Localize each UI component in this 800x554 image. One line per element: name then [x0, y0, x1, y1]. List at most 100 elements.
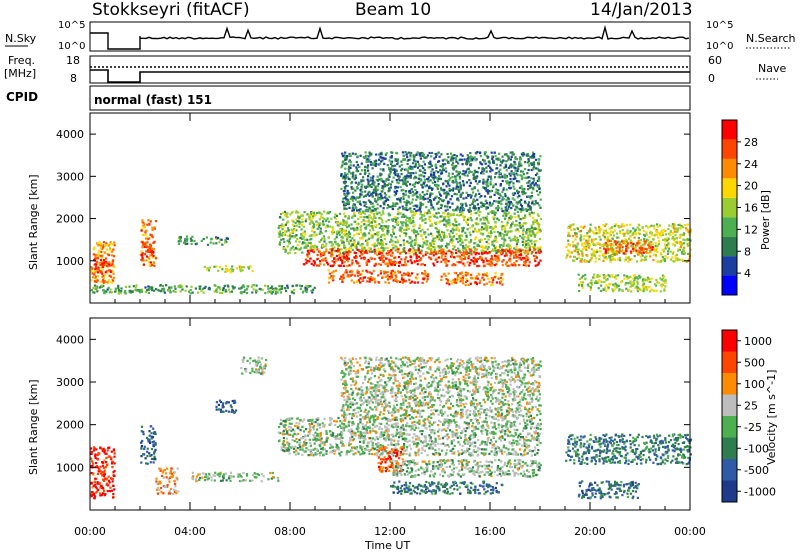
heatmap-cell [405, 227, 408, 230]
heatmap-cell [374, 208, 377, 211]
heatmap-cell [323, 237, 326, 240]
heatmap-cell [422, 160, 425, 163]
heatmap-cell [313, 247, 317, 250]
heatmap-cell [144, 233, 147, 237]
heatmap-cell [512, 254, 516, 257]
heatmap-cell [485, 189, 488, 192]
heatmap-cell [185, 237, 188, 240]
heatmap-cell [498, 158, 501, 161]
heatmap-cell [506, 204, 509, 207]
heatmap-cell [401, 264, 404, 267]
heatmap-cell [471, 225, 474, 228]
heatmap-cell [375, 200, 378, 203]
heatmap-cell [218, 291, 222, 294]
heatmap-cell [352, 191, 355, 194]
heatmap-cell [409, 237, 412, 240]
heatmap-cell [573, 228, 576, 231]
heatmap-cell [673, 244, 676, 247]
heatmap-cell [338, 264, 341, 267]
heatmap-cell [450, 189, 453, 192]
heatmap-cell [356, 232, 359, 235]
heatmap-cell [444, 205, 447, 208]
heatmap-cell [143, 226, 146, 229]
heatmap-cell [429, 194, 432, 197]
heatmap-cell [594, 226, 597, 229]
heatmap-cell [513, 160, 516, 163]
heatmap-cell [323, 210, 326, 213]
heatmap-cell [379, 198, 382, 201]
heatmap-cell [378, 178, 381, 181]
heatmap-cell [447, 272, 450, 275]
heatmap-cell [294, 235, 297, 238]
heatmap-cell [308, 234, 311, 238]
heatmap-cell [677, 249, 680, 252]
heatmap-cell [539, 217, 542, 220]
heatmap-cell [604, 224, 607, 228]
heatmap-cell [532, 165, 536, 168]
heatmap-cell [446, 205, 449, 208]
heatmap-cell [111, 250, 114, 253]
heatmap-cell [392, 168, 395, 171]
heatmap-cell [351, 181, 354, 184]
heatmap-cell [390, 240, 393, 243]
heatmap-cell [296, 237, 299, 240]
heatmap-cell [675, 259, 678, 262]
heatmap-cell [423, 219, 426, 222]
heatmap-cell [525, 154, 528, 158]
heatmap-cell [452, 213, 455, 216]
heatmap-cell [384, 194, 387, 197]
heatmap-cell [415, 230, 419, 233]
heatmap-cell [413, 224, 416, 227]
heatmap-cell [422, 273, 425, 276]
heatmap-cell [378, 252, 381, 255]
heatmap-cell [420, 216, 423, 219]
heatmap-cell [338, 212, 341, 215]
heatmap-cell [405, 264, 408, 267]
heatmap-cell [286, 212, 289, 215]
heatmap-cell [529, 162, 532, 165]
heatmap-cell [415, 255, 418, 258]
heatmap-cell [525, 230, 528, 233]
heatmap-cell [358, 254, 362, 258]
heatmap-cell [482, 261, 485, 264]
heatmap-cell [413, 185, 416, 188]
heatmap-cell [394, 192, 398, 195]
heatmap-cell [284, 223, 287, 226]
heatmap-cell [333, 246, 336, 249]
heatmap-cell [477, 243, 480, 247]
heatmap-cell [451, 154, 454, 157]
heatmap-cell [363, 276, 367, 279]
heatmap-cell [98, 241, 101, 244]
heatmap-cell [461, 212, 464, 215]
heatmap-cell [687, 252, 690, 255]
heatmap-cell [602, 234, 605, 237]
heatmap-cell [532, 217, 535, 220]
heatmap-cell [386, 204, 390, 207]
heatmap-cell [536, 227, 539, 231]
heatmap-cell [107, 279, 110, 282]
heatmap-cell [148, 257, 151, 260]
heatmap-cell [429, 179, 432, 182]
heatmap-cell [645, 238, 649, 241]
heatmap-cell [398, 198, 402, 201]
heatmap-cell [377, 274, 380, 277]
heatmap-cell [394, 271, 397, 274]
heatmap-cell [377, 163, 380, 166]
heatmap-cell [399, 185, 402, 189]
heatmap-cell [439, 187, 442, 190]
heatmap-cell [468, 245, 471, 248]
heatmap-cell [241, 269, 244, 272]
heatmap-cell [511, 153, 514, 156]
heatmap-cell [642, 229, 645, 232]
heatmap-cell [373, 181, 376, 184]
heatmap-cell [423, 211, 427, 214]
heatmap-cell [655, 289, 658, 292]
heatmap-cell [331, 232, 334, 235]
heatmap-cell [495, 251, 498, 255]
heatmap-cell [422, 278, 425, 281]
heatmap-cell [434, 180, 437, 184]
heatmap-cell [382, 156, 385, 159]
heatmap-cell [415, 209, 418, 212]
heatmap-cell [277, 227, 280, 230]
heatmap-cell [514, 167, 517, 170]
